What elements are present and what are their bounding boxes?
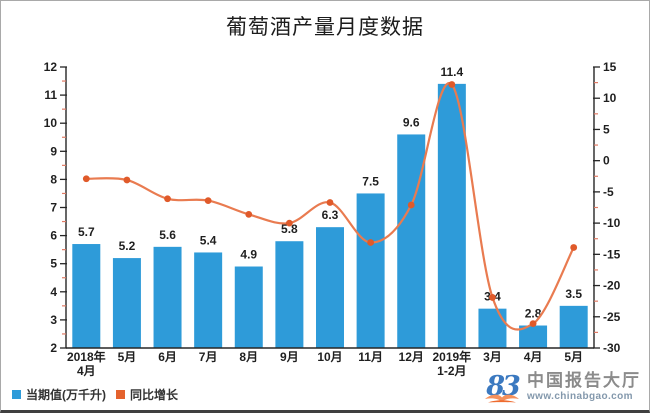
line-marker: [407, 201, 415, 209]
line-marker: [367, 239, 375, 246]
y2-axis-tick-label: 0: [603, 154, 610, 168]
line-marker: [245, 210, 253, 218]
bar: [153, 246, 182, 348]
bar: [397, 134, 426, 348]
y-axis-tick-label: 8: [50, 172, 57, 186]
bar: [275, 241, 304, 348]
bar: [234, 266, 263, 348]
x-axis-label: 1-2月: [437, 364, 466, 378]
bar: [194, 252, 223, 348]
bar: [478, 308, 507, 348]
line-marker: [489, 294, 496, 301]
chinabgao-logo-icon: 83: [485, 371, 522, 403]
x-axis-label: 10月: [317, 350, 342, 364]
x-axis-label: 8月: [239, 350, 258, 364]
line-marker: [570, 244, 578, 251]
y-axis-tick-label: 9: [50, 144, 57, 158]
bar-value-label: 5.7: [78, 225, 95, 239]
bar: [316, 227, 344, 348]
y2-axis-tick-label: -25: [603, 310, 621, 324]
y-axis-tick-label: 2: [50, 341, 57, 355]
x-axis-label: 2019年: [432, 349, 471, 364]
bar-value-label: 5.4: [200, 233, 217, 247]
x-axis-label: 12月: [399, 350, 424, 364]
legend-swatch-line-series: [116, 390, 125, 399]
y-axis-tick-label: 4: [50, 285, 57, 299]
bar-value-label: 6.3: [322, 208, 339, 222]
legend-label-bar-series: 当期值(万千升): [26, 388, 106, 402]
line-marker: [448, 81, 456, 88]
line-marker: [285, 219, 293, 227]
bar-value-label: 3.5: [565, 287, 582, 301]
x-axis-label: 4月: [524, 350, 543, 364]
watermark-url: www.chinabgao.com: [527, 390, 633, 402]
legend-item-current-value: 当期值(万千升): [12, 386, 106, 403]
line-marker: [326, 199, 334, 206]
y-axis-tick-label: 3: [50, 313, 57, 327]
y2-axis-tick-label: -10: [603, 216, 621, 230]
chart-title: 葡萄酒产量月度数据: [226, 16, 424, 39]
x-axis-label: 11月: [358, 350, 383, 364]
bar-value-label: 5.2: [119, 239, 136, 253]
bar: [72, 244, 101, 348]
x-axis-label: 6月: [158, 350, 177, 364]
y-axis-tick-label: 11: [44, 88, 57, 102]
y2-axis-tick-label: -30: [603, 341, 621, 355]
y-axis-tick-label: 12: [44, 60, 58, 74]
y-axis-tick-label: 10: [44, 116, 58, 130]
y2-axis-tick-label: -15: [603, 247, 621, 261]
y-axis-tick-label: 6: [50, 229, 57, 243]
bar: [437, 83, 466, 349]
x-axis-label: 7月: [199, 350, 218, 364]
line-marker: [204, 197, 212, 205]
y-axis-tick-label: 7: [50, 201, 57, 215]
line-marker: [529, 320, 537, 328]
bar: [559, 305, 588, 348]
y2-axis-tick-label: -20: [603, 279, 621, 293]
bar-value-label: 5.8: [281, 222, 298, 236]
y2-axis-tick-label: -5: [603, 185, 614, 199]
bar-value-label: 7.5: [362, 174, 379, 188]
line-marker: [164, 195, 171, 203]
bar: [112, 258, 141, 348]
x-axis-label: 9月: [280, 350, 299, 364]
bar: [356, 193, 385, 348]
bar-value-label: 11.4: [440, 65, 463, 79]
y2-axis-tick-label: 10: [603, 91, 617, 105]
bar: [519, 325, 548, 348]
bar-value-label: 9.6: [403, 115, 420, 129]
bar-value-label: 5.6: [159, 228, 176, 242]
x-axis-label: 5月: [564, 350, 583, 364]
x-axis-label: 3月: [483, 350, 502, 364]
y-axis-tick-label: 5: [50, 257, 57, 271]
y2-axis-tick-label: 5: [603, 122, 610, 136]
legend-label-line-series: 同比增长: [130, 388, 179, 402]
legend-item-yoy-growth: 同比增长: [116, 386, 178, 403]
x-axis-label: 4月: [77, 364, 96, 378]
legend-swatch-bar-series: [12, 390, 21, 399]
legend: 当期值(万千升) 同比增长: [12, 386, 178, 403]
watermark-name: 中国报告大厅: [527, 371, 641, 390]
bar-value-label: 4.9: [240, 248, 257, 262]
x-axis-label: 5月: [118, 350, 137, 364]
line-marker: [123, 176, 131, 184]
bar-value-label: 2.8: [525, 307, 542, 321]
chinabgao-watermark[interactable]: 83 中国报告大厅 www.chinabgao.com: [482, 371, 641, 409]
line-marker: [82, 175, 90, 183]
x-axis-label: 2018年: [67, 349, 106, 364]
y2-axis-tick-label: 15: [603, 60, 617, 74]
